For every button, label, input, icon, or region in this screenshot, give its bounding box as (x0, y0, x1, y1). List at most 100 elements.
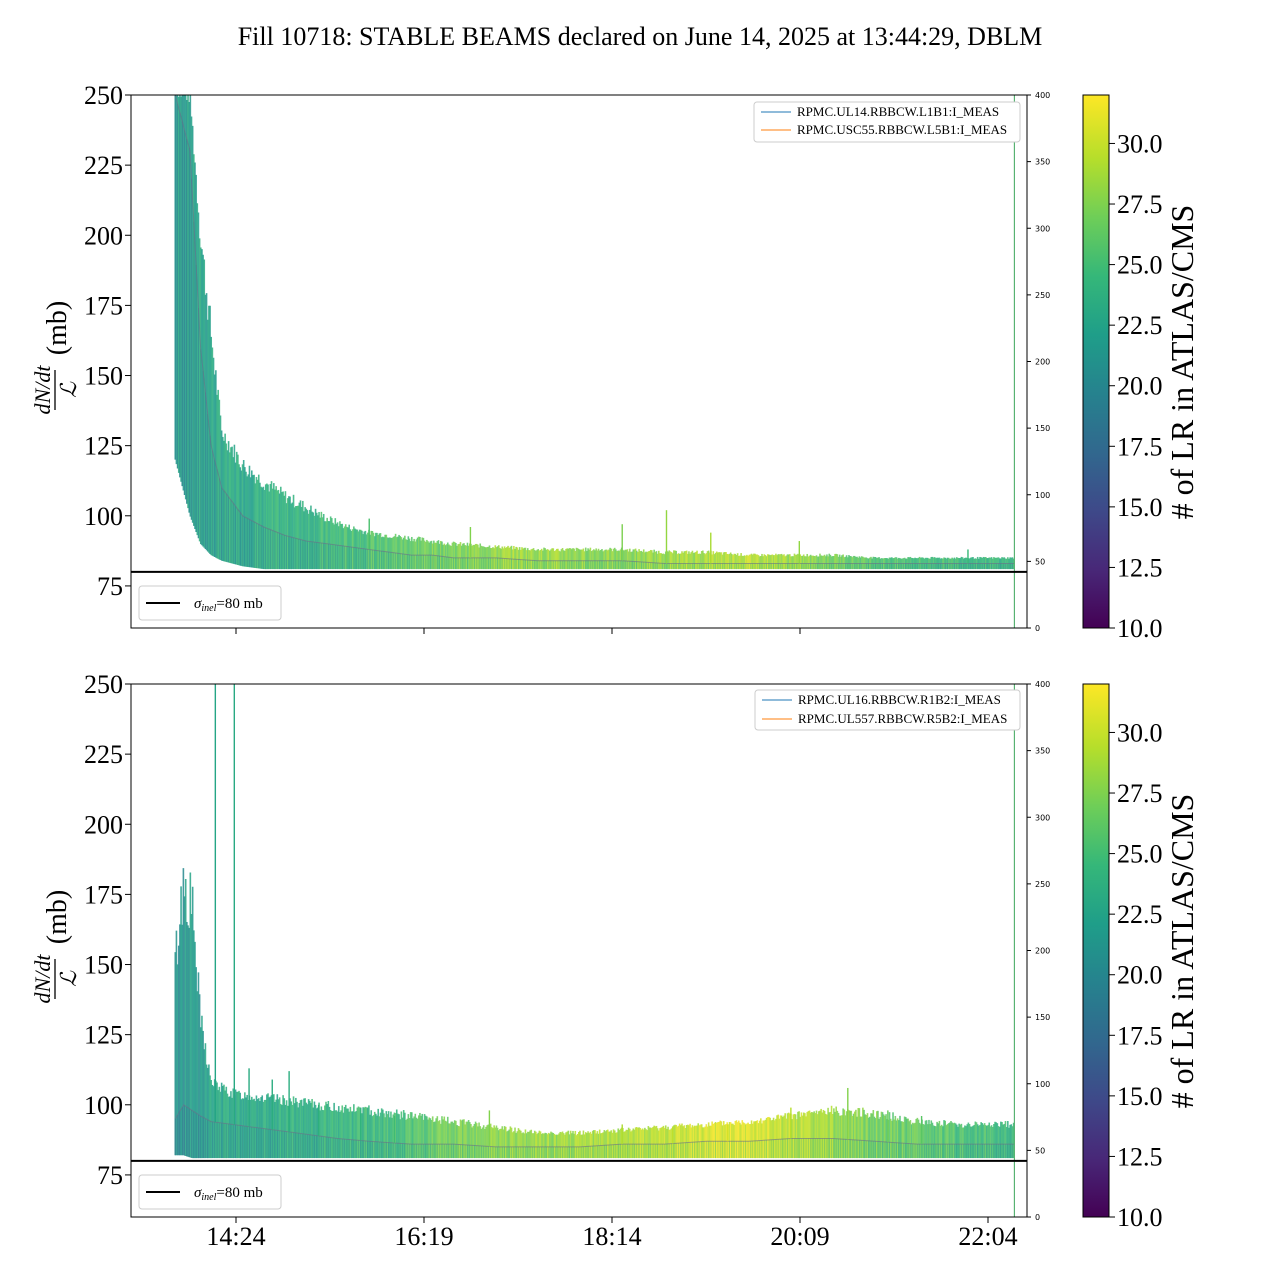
bottom-y-tick-label: 175 (84, 880, 123, 909)
bottom-x-tick-label: 18:14 (582, 1222, 641, 1251)
bottom-ylabel-numerator: dN/dt (30, 954, 55, 1004)
top-secondary-y-tick-label: 100 (1035, 491, 1050, 500)
bottom-secondary-y-tick-label: 100 (1035, 1080, 1050, 1089)
top-legend-label-1: RPMC.UL14.RBBCW.L1B1:I_MEAS (797, 104, 999, 119)
top-ylabel-denominator: ℒ (56, 381, 81, 398)
top-colorbar-ticks: 10.0 12.5 15.0 17.5 20.0 22.5 25.0 27.5 30.0 (1109, 129, 1163, 643)
bottom-y-tick-label: 125 (84, 1021, 123, 1050)
bottom-median-line (174, 1104, 1015, 1148)
top-colorbar-gradient (1082, 94, 1110, 629)
top-y-tick-label: 125 (84, 432, 123, 461)
top-y-tick-label: 225 (84, 151, 123, 180)
top-colorbar-tick-label: 20.0 (1117, 372, 1163, 401)
top-secondary-y-tick-label: 250 (1035, 291, 1050, 300)
bottom-x-tick-label: 14:24 (206, 1222, 265, 1251)
top-secondary-y-axis: 0 50 100 150 200 250 300 350 400 (1027, 91, 1050, 633)
bottom-colorbar-tick-label: 12.5 (1117, 1142, 1163, 1171)
bottom-colorbar-tick-label: 15.0 (1117, 1082, 1163, 1111)
top-secondary-y-tick-label: 200 (1035, 358, 1050, 367)
bottom-secondary-y-tick-label: 300 (1035, 813, 1050, 822)
bottom-secondary-y-tick-label: 200 (1035, 947, 1050, 956)
bottom-colorbar-tick-label: 20.0 (1117, 961, 1163, 990)
top-colorbar-tick-label: 17.5 (1117, 432, 1163, 461)
top-colorbar-tick-label: 22.5 (1117, 311, 1163, 340)
top-y-axis: 75 100 125 150 175 200 225 250 (84, 81, 131, 601)
bottom-ylabel-unit: (mb) (42, 890, 73, 944)
top-colorbar-tick-label: 12.5 (1117, 553, 1163, 582)
bottom-sigma-symbol: σ (194, 1185, 202, 1201)
bottom-y-tick-label: 150 (84, 951, 123, 980)
top-sigma-legend-label: σinel=80 mb (194, 596, 263, 614)
top-colorbar-label: # of LR in ATLAS/CMS (1164, 205, 1200, 520)
bottom-secondary-y-tick-label: 350 (1035, 747, 1050, 756)
top-sigma-legend-box (138, 585, 282, 621)
top-colorbar-tick-label: 30.0 (1117, 129, 1163, 158)
bottom-x-tick-label: 22:04 (958, 1222, 1017, 1251)
top-y-tick-label: 250 (84, 81, 123, 110)
figure-title: Fill 10718: STABLE BEAMS declared on Jun… (238, 22, 1043, 51)
top-y-tick-label: 200 (84, 221, 123, 250)
top-colorbar: 10.0 12.5 15.0 17.5 20.0 22.5 25.0 27.5 30.0 # o… (1082, 94, 1200, 643)
bottom-y-tick-label: 250 (84, 670, 123, 699)
bottom-sigma-subscript: inel (201, 1192, 216, 1203)
top-sigma-value: =80 mb (216, 596, 262, 612)
top-colorbar-tick-label: 10.0 (1117, 614, 1163, 643)
bottom-legend-label-2: RPMC.UL557.RBBCW.R5B2:I_MEAS (798, 711, 1007, 726)
top-sigma-subscript: inel (201, 603, 216, 614)
top-plot-area (131, 95, 1027, 628)
bottom-secondary-y-tick-label: 150 (1035, 1013, 1050, 1022)
bottom-colorbar-tick-label: 10.0 (1117, 1203, 1163, 1232)
bottom-colorbar-tick-label: 25.0 (1117, 840, 1163, 869)
bottom-legend-label-1: RPMC.UL16.RBBCW.R1B2:I_MEAS (798, 692, 1001, 707)
bottom-sigma-legend-label: σinel=80 mb (194, 1185, 263, 1203)
top-sigma-symbol: σ (194, 596, 202, 612)
bottom-plot-area (131, 684, 1027, 1217)
bottom-secondary-y-axis: 0 50 100 150 200 250 300 350 400 (1027, 680, 1050, 1222)
bottom-y-tick-label: 75 (97, 1161, 123, 1190)
bottom-x-tick-label: 16:19 (394, 1222, 453, 1251)
top-x-axis (235, 628, 801, 634)
top-sigma-legend: σinel=80 mb (138, 585, 282, 621)
top-legend-box (753, 101, 1021, 143)
bottom-y-tick-label: 100 (84, 1091, 123, 1120)
bottom-colorbar-label: # of LR in ATLAS/CMS (1164, 794, 1200, 1109)
bottom-sigma-value: =80 mb (216, 1185, 262, 1201)
top-y-tick-label: 75 (97, 572, 123, 601)
bottom-legend-box (754, 689, 1021, 731)
bottom-secondary-y-tick-label: 0 (1035, 1213, 1040, 1222)
bottom-y-tick-label: 200 (84, 810, 123, 839)
bottom-sigma-legend-box (138, 1174, 282, 1210)
bottom-x-tick-label: 20:09 (770, 1222, 829, 1251)
top-y-tick-label: 175 (84, 291, 123, 320)
top-y-tick-label: 100 (84, 502, 123, 531)
top-y-axis-label: dN/dt ℒ (mb) (30, 301, 81, 415)
top-ylabel-numerator: dN/dt (30, 365, 55, 415)
bottom-ylabel-denominator: ℒ (56, 970, 81, 987)
bottom-x-axis: 14:24 16:19 18:14 20:09 22:04 (206, 1217, 1018, 1251)
top-secondary-y-tick-label: 300 (1035, 224, 1050, 233)
top-secondary-y-tick-label: 0 (1035, 624, 1040, 633)
bottom-colorbar-tick-label: 30.0 (1117, 718, 1163, 747)
bottom-sigma-legend: σinel=80 mb (138, 1174, 282, 1210)
top-median-line (174, 95, 1015, 564)
top-y-tick-label: 150 (84, 362, 123, 391)
bottom-colorbar-tick-label: 17.5 (1117, 1021, 1163, 1050)
bottom-colorbar: 10.0 12.5 15.0 17.5 20.0 22.5 25.0 27.5 30.0 # o… (1082, 683, 1200, 1232)
top-legend-label-2: RPMC.USC55.RBBCW.L5B1:I_MEAS (797, 122, 1007, 137)
top-secondary-y-tick-label: 150 (1035, 424, 1050, 433)
top-secondary-y-tick-label: 400 (1035, 91, 1050, 100)
top-panel: 75 100 125 150 175 200 225 250 0 50 100 150 200 250 3… (30, 81, 1200, 643)
bottom-colorbar-tick-label: 27.5 (1117, 779, 1163, 808)
top-secondary-y-tick-label: 50 (1035, 557, 1045, 566)
bottom-colorbar-ticks: 10.0 12.5 15.0 17.5 20.0 22.5 25.0 27.5 30.0 (1109, 718, 1163, 1232)
top-legend: RPMC.UL14.RBBCW.L1B1:I_MEAS RPMC.USC55.R… (753, 101, 1021, 143)
bottom-secondary-y-tick-label: 250 (1035, 880, 1050, 889)
bottom-y-tick-label: 225 (84, 740, 123, 769)
bottom-panel: 75 100 125 150 175 200 225 250 0 50 100 150 200 250 3… (30, 670, 1200, 1251)
bottom-colorbar-gradient (1082, 683, 1110, 1218)
bottom-secondary-y-tick-label: 50 (1035, 1146, 1045, 1155)
top-colorbar-tick-label: 27.5 (1117, 190, 1163, 219)
bottom-legend: RPMC.UL16.RBBCW.R1B2:I_MEAS RPMC.UL557.R… (754, 689, 1021, 731)
bottom-secondary-y-tick-label: 400 (1035, 680, 1050, 689)
